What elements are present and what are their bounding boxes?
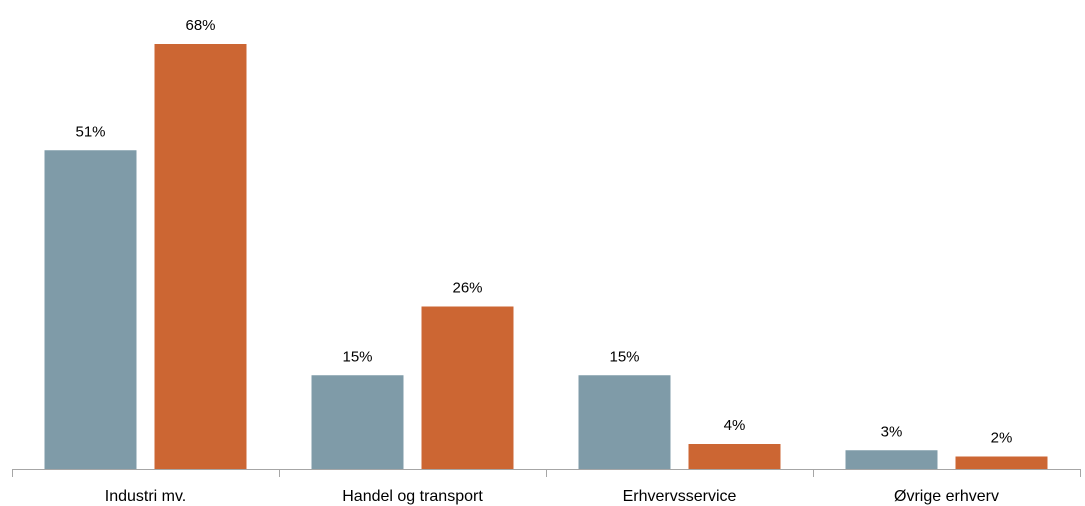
- bar-1-3: [578, 375, 671, 469]
- x-tick-label-2: Handel og transport: [342, 488, 483, 505]
- bar-2-4: [955, 456, 1048, 469]
- bar-1-4: [845, 450, 938, 469]
- data-label-1-2: 15%: [342, 348, 372, 365]
- data-label-2-1: 68%: [185, 17, 215, 34]
- bar-1-1: [44, 150, 137, 469]
- data-labels-group: 51% 68% 15% 26% 15% 4% 3% 2%: [75, 17, 1012, 447]
- x-axis: [12, 469, 1081, 477]
- bar-2-2: [421, 306, 514, 469]
- x-tick-labels-group: Industri mv. Handel og transport Erhvervss…: [105, 488, 999, 505]
- data-label-2-4: 2%: [991, 430, 1013, 447]
- data-label-1-3: 15%: [609, 348, 639, 365]
- x-tick-label-4: Øvrige erhverv: [894, 488, 999, 505]
- data-label-1-1: 51%: [75, 123, 105, 140]
- data-label-2-3: 4%: [724, 417, 746, 434]
- x-tick-label-1: Industri mv.: [105, 488, 187, 505]
- bar-2-3: [688, 444, 781, 469]
- data-label-2-2: 26%: [452, 280, 482, 297]
- x-tick-label-3: Erhvervsservice: [623, 488, 737, 505]
- data-label-1-4: 3%: [881, 423, 903, 440]
- bar-2-1: [154, 44, 247, 469]
- bar-1-2: [311, 375, 404, 469]
- bars-group: [44, 44, 1048, 469]
